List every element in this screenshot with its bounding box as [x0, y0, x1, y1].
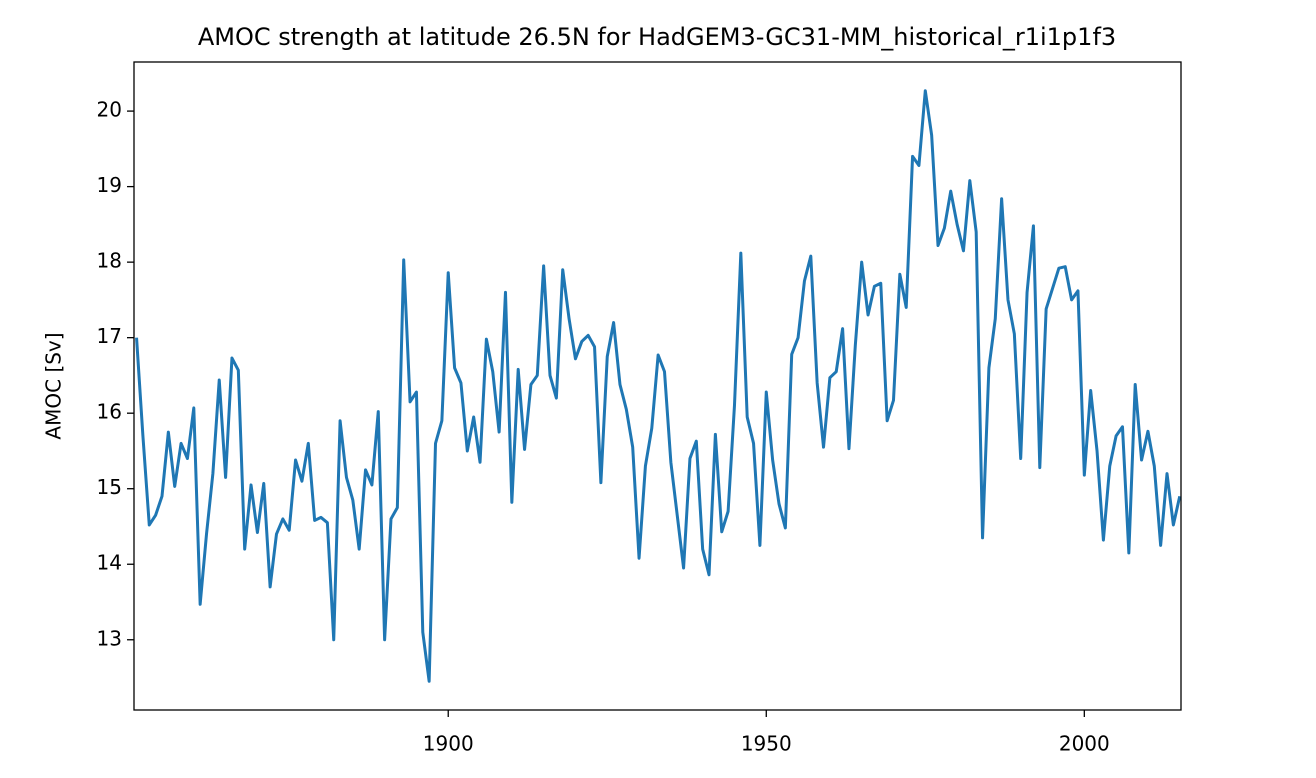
y-tick-label: 19: [97, 173, 122, 197]
y-axis-label: AMOC [Sv]: [42, 332, 66, 439]
y-tick-label: 17: [97, 324, 122, 348]
x-tick-label: 2000: [1059, 732, 1110, 756]
y-tick-label: 18: [97, 249, 122, 273]
y-tick-label: 15: [97, 475, 122, 499]
x-tick-label: 1900: [423, 732, 474, 756]
x-tick-label: 1950: [741, 732, 792, 756]
y-tick-label: 14: [97, 551, 122, 575]
y-tick-label: 13: [97, 626, 122, 650]
y-tick-label: 16: [97, 400, 122, 424]
plot-frame: [133, 61, 1182, 711]
data-line: [135, 89, 1181, 683]
y-tick-label: 20: [97, 98, 122, 122]
chart-title: AMOC strength at latitude 26.5N for HadG…: [198, 23, 1116, 51]
